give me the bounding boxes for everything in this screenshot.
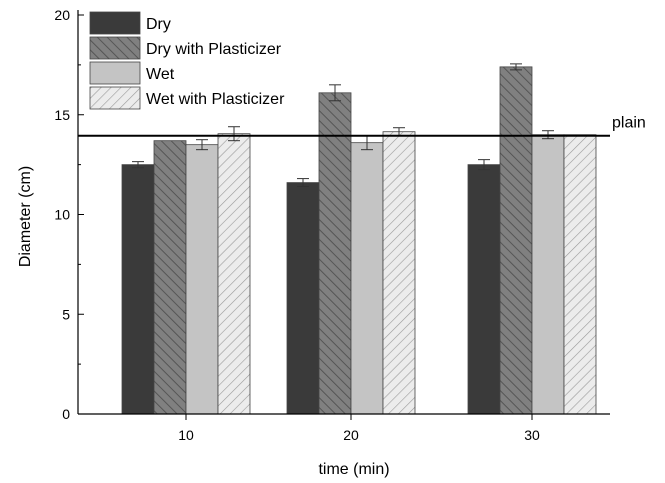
legend-swatch xyxy=(89,11,141,35)
x-tick-label: 10 xyxy=(178,427,194,443)
reference-line-label: plain xyxy=(612,115,646,132)
y-tick-label: 5 xyxy=(62,306,70,322)
bar xyxy=(467,164,501,415)
bar xyxy=(185,144,219,415)
legend-swatch xyxy=(89,61,141,85)
y-tick-label: 10 xyxy=(54,207,70,223)
bar xyxy=(382,131,416,415)
legend-swatch xyxy=(89,86,141,110)
legend-label: Dry with Plasticizer xyxy=(146,41,282,58)
bar xyxy=(286,182,320,415)
bar xyxy=(153,140,187,415)
legend-label: Wet xyxy=(146,66,175,83)
y-axis-title: Diameter (cm) xyxy=(17,166,34,267)
bar xyxy=(531,134,565,415)
axes-layer: 0 5 10 15 20 10 20 30 xyxy=(54,7,610,443)
y-tick-label: 15 xyxy=(54,107,70,123)
y-tick-label: 20 xyxy=(54,7,70,23)
x-tick-label: 20 xyxy=(343,427,359,443)
x-axis-title: time (min) xyxy=(318,461,389,478)
legend-swatch xyxy=(89,36,141,60)
bar xyxy=(121,164,155,415)
bar xyxy=(217,133,251,415)
bar xyxy=(350,142,384,415)
legend: Dry Dry with Plasticizer Wet Wet with Plast… xyxy=(89,11,285,110)
bars-layer xyxy=(121,66,597,415)
bar xyxy=(318,92,352,415)
legend-label: Dry xyxy=(146,16,171,33)
y-tick-label: 0 xyxy=(62,406,70,422)
reference-line-layer: plain xyxy=(78,115,646,137)
bar xyxy=(563,134,597,415)
legend-label: Wet with Plasticizer xyxy=(146,91,285,108)
x-tick-label: 30 xyxy=(524,427,540,443)
bar xyxy=(499,66,533,415)
error-bars-layer xyxy=(132,63,554,188)
